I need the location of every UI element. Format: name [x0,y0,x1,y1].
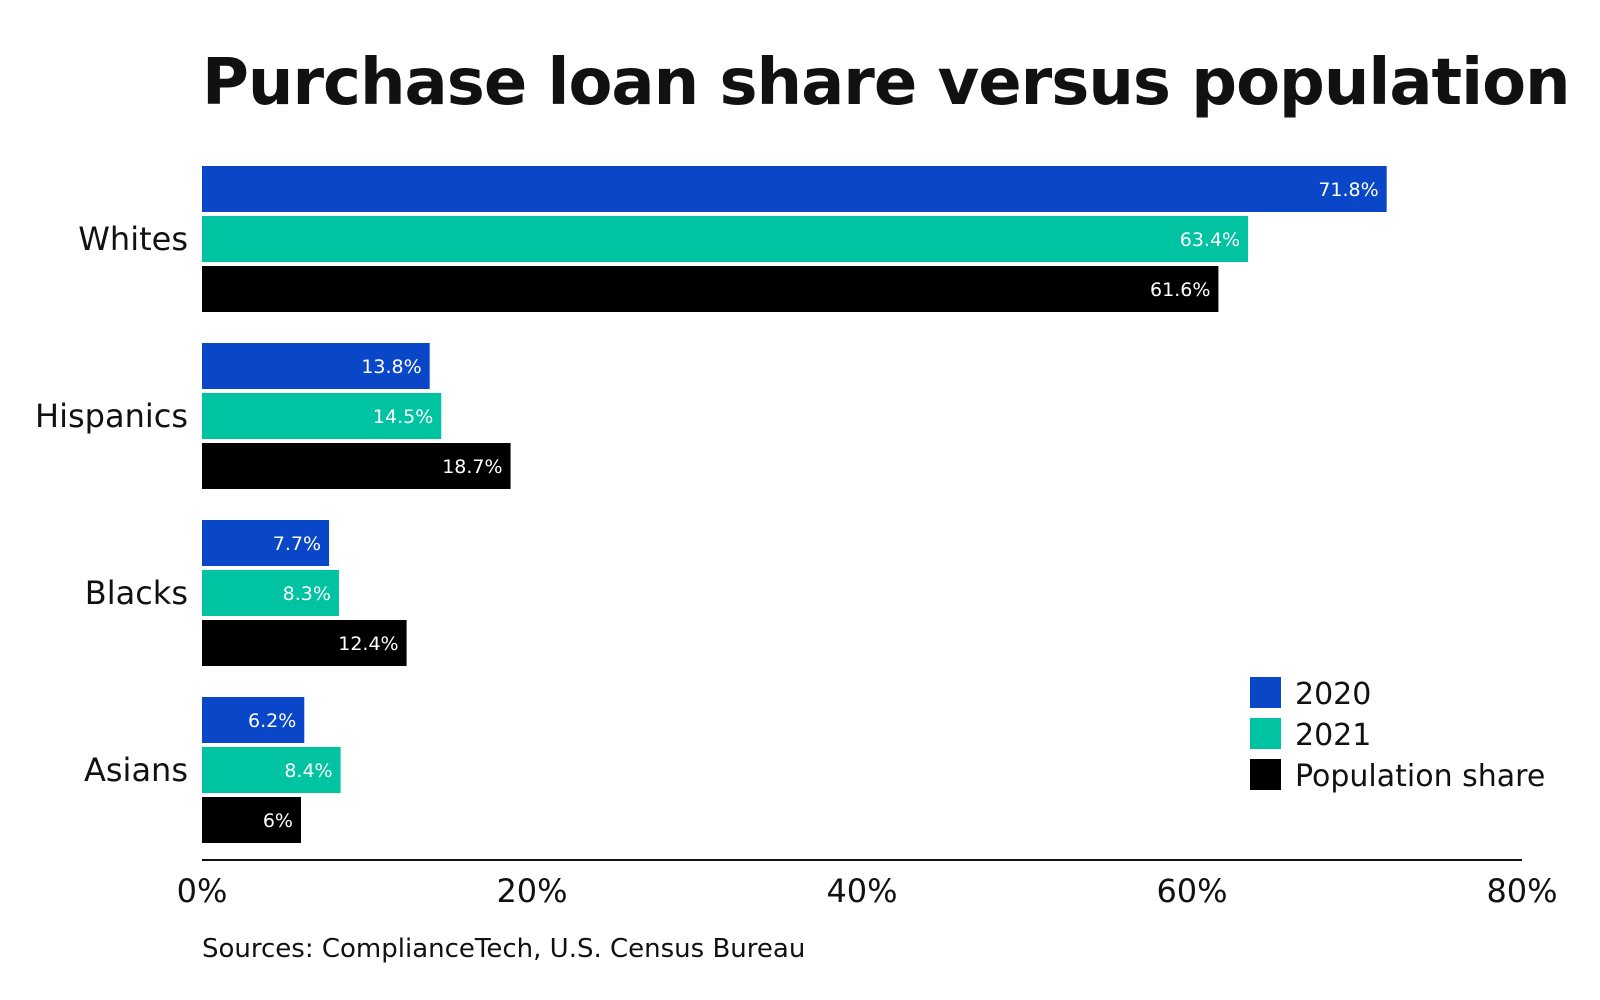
bar-hispanics-population-share [202,443,511,489]
bar-asians-2021 [202,747,341,793]
x-tick-label: 0% [177,872,228,910]
bar-whites-population-share [202,266,1219,312]
legend-swatch-population-share [1250,759,1281,790]
chart-title: Purchase loan share versus population [202,46,1570,120]
bar-blacks-2020 [202,520,330,566]
value-label-asians-2021: 8.4% [284,760,332,782]
value-label-asians-2020: 6.2% [248,710,296,732]
value-label-hispanics-2021: 14.5% [373,406,433,428]
source-note: Sources: ComplianceTech, U.S. Census Bur… [202,934,805,964]
category-label-whites: Whites [78,220,188,258]
bar-blacks-population-share [202,620,407,666]
value-label-asians-population-share: 6% [263,810,293,832]
x-tick-label: 80% [1486,872,1557,910]
category-label-asians: Asians [84,751,188,789]
value-label-whites-2021: 63.4% [1180,229,1240,251]
value-label-blacks-2021: 8.3% [283,583,331,605]
value-label-whites-2020: 71.8% [1318,179,1378,201]
bar-blacks-2021 [202,570,339,616]
bar-hispanics-2021 [202,393,442,439]
bar-whites-2021 [202,216,1249,262]
category-labels: Whites Hispanics Blacks Asians [35,220,188,789]
category-label-blacks: Blacks [85,574,188,612]
value-label-hispanics-2020: 13.8% [361,356,421,378]
legend-swatch-2020 [1250,677,1281,708]
bar-asians-2020 [202,697,305,743]
legend-label-2020: 2020 [1295,677,1371,712]
bars-layer: 71.8% 63.4% 61.6% 13.8% 14.5% 18.7% 7.7% 8.3% 12… [202,166,1387,843]
value-label-whites-population-share: 61.6% [1150,279,1210,301]
x-tick-label: 40% [826,872,897,910]
value-label-hispanics-population-share: 18.7% [442,456,502,478]
x-tick-label: 60% [1156,872,1227,910]
bar-whites-2020 [202,166,1387,212]
category-label-hispanics: Hispanics [35,397,188,435]
value-label-blacks-2020: 7.7% [273,533,321,555]
bar-asians-population-share [202,797,301,843]
x-tick-label: 20% [496,872,567,910]
legend-label-2021: 2021 [1295,718,1371,753]
legend-label-population-share: Population share [1295,759,1545,794]
value-label-blacks-population-share: 12.4% [338,633,398,655]
legend: 2020 2021 Population share [1250,677,1545,794]
legend-swatch-2021 [1250,718,1281,749]
bar-hispanics-2020 [202,343,430,389]
x-axis-ticks: 0% 20% 40% 60% 80% [177,872,1558,910]
